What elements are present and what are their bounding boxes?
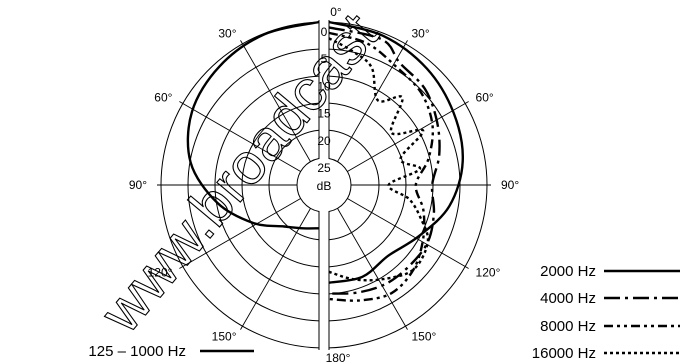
angle-label: 60° <box>476 91 494 105</box>
center-label: dB <box>317 179 332 193</box>
grid-spoke <box>179 198 301 269</box>
radial-tick-label: 15 <box>317 107 331 121</box>
radial-tick-label: 10 <box>317 79 331 93</box>
axis-labels: 0 5 10 15 20 25 dB 0° 30° 60° 90° 120° 150° 180° 30° 60… <box>129 5 520 363</box>
grid-ring <box>328 157 352 213</box>
grid-spoke <box>347 101 469 172</box>
angle-label: 120° <box>148 266 173 280</box>
radial-tick-label: 5 <box>321 52 328 66</box>
legend-label: 16000 Hz <box>532 345 596 362</box>
radial-tick-label: 25 <box>317 161 331 175</box>
legend-label: 2000 Hz <box>540 263 596 280</box>
series-line <box>328 37 430 282</box>
radial-tick-label: 20 <box>317 134 331 148</box>
legend-label: 125 – 1000 Hz <box>88 343 186 360</box>
angle-label: 120° <box>476 266 501 280</box>
legend: 125 – 1000 Hz 2000 Hz 4000 Hz 8000 Hz 16000 … <box>88 263 680 362</box>
angle-label: 180° <box>326 351 351 363</box>
grid-spoke <box>179 101 301 172</box>
response-curves <box>186 20 464 302</box>
angle-label: 150° <box>412 330 437 344</box>
angle-label: 150° <box>212 330 237 344</box>
angle-label: 90° <box>129 178 147 192</box>
polar-grid <box>157 20 491 350</box>
grid-spoke <box>337 40 408 162</box>
radial-tick-label: 0 <box>321 25 328 39</box>
series-line <box>328 31 434 302</box>
angle-label: 30° <box>218 26 236 40</box>
series-line <box>328 20 464 284</box>
grid-spoke <box>240 40 311 162</box>
series-line <box>186 20 320 230</box>
angle-label: 90° <box>501 178 519 192</box>
legend-label: 8000 Hz <box>540 318 596 335</box>
grid-spoke <box>347 198 469 269</box>
legend-label: 4000 Hz <box>540 290 596 307</box>
angle-label: 30° <box>412 26 430 40</box>
angle-label: 60° <box>154 91 172 105</box>
angle-label: 0° <box>330 5 342 19</box>
